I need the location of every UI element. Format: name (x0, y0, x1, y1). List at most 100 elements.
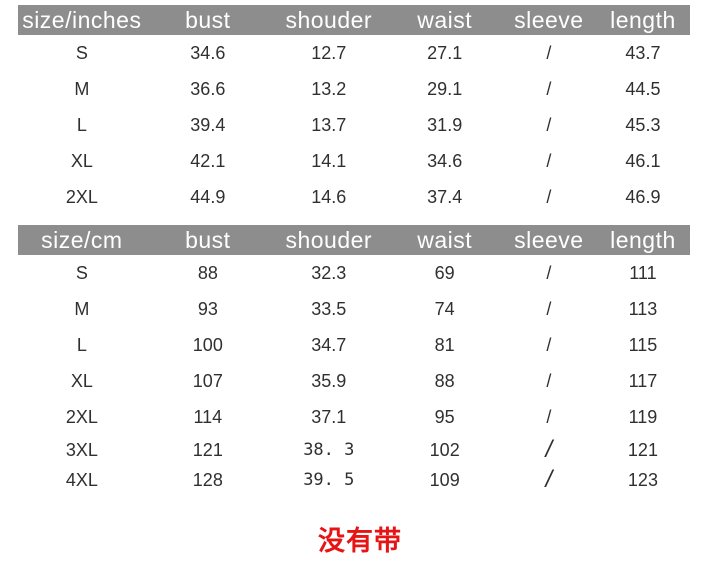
column-header-waist: waist (387, 5, 502, 35)
value-cell: 128 (192, 469, 223, 490)
table-row: 2XL 114 37.1 95 / 119 (18, 399, 690, 435)
table-row: S 88 32.3 69 / 111 (18, 255, 690, 291)
value-cell: / (546, 406, 552, 427)
size-cell: XL (70, 150, 93, 171)
column-header-shouder: shouder (269, 5, 388, 35)
column-header-size-inches: size/inches (18, 5, 146, 35)
value-cell: 13.2 (311, 78, 347, 99)
size-cell: L (76, 114, 87, 135)
value-cell: 44.9 (190, 186, 226, 207)
table-header-row: size/inches bust shouder waist sleeve le… (18, 5, 690, 35)
table-row: M 93 33.5 74 / 113 (18, 291, 690, 327)
value-cell: 113 (628, 298, 658, 319)
size-table-inches: size/inches bust shouder waist sleeve le… (18, 5, 690, 215)
size-cell: 2XL (65, 406, 98, 427)
value-cell: 81 (434, 334, 455, 355)
value-cell: 14.6 (311, 186, 347, 207)
column-header-waist: waist (387, 225, 502, 255)
value-cell: 100 (192, 334, 223, 355)
size-cell: 4XL (65, 469, 98, 490)
value-cell: / (546, 262, 552, 283)
size-cell: L (76, 334, 87, 355)
value-cell: 37.4 (427, 186, 463, 207)
value-cell: 38. 3 (303, 440, 355, 460)
note-text: 没有带 (318, 526, 402, 556)
value-cell: 33.5 (311, 298, 347, 319)
value-cell: 34.7 (311, 334, 347, 355)
value-cell: 117 (628, 370, 658, 391)
value-cell: 34.6 (427, 150, 463, 171)
size-cell: S (75, 42, 88, 63)
size-cell: XL (70, 370, 93, 391)
value-cell: / (545, 436, 553, 463)
value-cell: / (545, 466, 553, 493)
value-cell: / (546, 334, 552, 355)
value-cell: 93 (197, 298, 218, 319)
value-cell: 69 (434, 262, 455, 283)
column-header-bust: bust (145, 5, 270, 35)
column-header-sleeve: sleeve (501, 225, 596, 255)
value-cell: 114 (193, 406, 223, 427)
table-row: M 36.6 13.2 29.1 / 44.5 (18, 71, 690, 107)
table-body-cm: S 88 32.3 69 / 111 M 93 33.5 74 / 113 L 100 34.7 81 / 115… (18, 255, 690, 495)
table-row: XL 42.1 14.1 34.6 / 46.1 (18, 143, 690, 179)
value-cell: 39.4 (190, 114, 226, 135)
value-cell: 109 (429, 469, 460, 490)
value-cell: 46.1 (625, 150, 661, 171)
table-row: XL 107 35.9 88 / 117 (18, 363, 690, 399)
value-cell: / (546, 78, 552, 99)
value-cell: 115 (628, 334, 658, 355)
column-header-shouder: shouder (269, 225, 388, 255)
value-cell: / (546, 114, 552, 135)
size-table-cm: size/cm bust shouder waist sleeve length… (18, 225, 690, 495)
value-cell: / (546, 298, 552, 319)
value-cell: 88 (197, 262, 218, 283)
table-row: L 39.4 13.7 31.9 / 45.3 (18, 107, 690, 143)
value-cell: / (546, 370, 552, 391)
value-cell: 119 (628, 406, 658, 427)
column-header-size-cm: size/cm (18, 225, 146, 255)
value-cell: 95 (434, 406, 455, 427)
table-body-inches: S 34.6 12.7 27.1 / 43.7 M 36.6 13.2 29.1 / 44.5 L 39.… (18, 35, 690, 215)
size-cell: M (74, 298, 90, 319)
size-cell: 2XL (65, 186, 98, 207)
value-cell: 43.7 (625, 42, 661, 63)
value-cell: / (546, 186, 552, 207)
value-cell: 37.1 (311, 406, 347, 427)
value-cell: 46.9 (625, 186, 661, 207)
value-cell: 29.1 (427, 78, 463, 99)
value-cell: 45.3 (625, 114, 661, 135)
value-cell: 34.6 (190, 42, 226, 63)
value-cell: 13.7 (311, 114, 347, 135)
value-cell: 31.9 (427, 114, 463, 135)
value-cell: 121 (627, 439, 658, 460)
table-row: S 34.6 12.7 27.1 / 43.7 (18, 35, 690, 71)
table-row: L 100 34.7 81 / 115 (18, 327, 690, 363)
column-header-length: length (595, 225, 690, 255)
column-header-bust: bust (145, 225, 270, 255)
value-cell: 123 (627, 469, 658, 490)
value-cell: 35.9 (311, 370, 347, 391)
value-cell: 121 (192, 439, 223, 460)
size-cell: S (75, 262, 88, 283)
column-header-sleeve: sleeve (501, 5, 596, 35)
value-cell: 102 (429, 439, 460, 460)
value-cell: 111 (629, 262, 657, 283)
table-row: 4XL 128 39. 5 109 / 123 (18, 465, 690, 495)
value-cell: 39. 5 (303, 470, 355, 490)
table-row: 2XL 44.9 14.6 37.4 / 46.9 (18, 179, 690, 215)
value-cell: 32.3 (311, 262, 347, 283)
value-cell: 88 (434, 370, 455, 391)
value-cell: 44.5 (625, 78, 661, 99)
value-cell: 107 (192, 370, 223, 391)
value-cell: 42.1 (190, 150, 226, 171)
size-cell: 3XL (65, 439, 98, 460)
value-cell: 12.7 (311, 42, 347, 63)
value-cell: 36.6 (190, 78, 226, 99)
value-cell: / (546, 42, 552, 63)
size-cell: M (74, 78, 90, 99)
value-cell: 27.1 (427, 42, 463, 63)
table-row: 3XL 121 38. 3 102 / 121 (18, 435, 690, 465)
value-cell: 74 (434, 298, 455, 319)
